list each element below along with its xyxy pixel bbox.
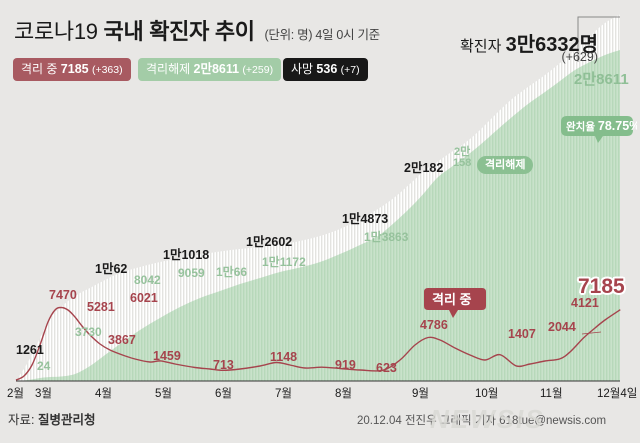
svg-text:격리 중: 격리 중 (432, 292, 472, 307)
svg-text:완치율 78.75%: 완치율 78.75% (566, 119, 637, 133)
